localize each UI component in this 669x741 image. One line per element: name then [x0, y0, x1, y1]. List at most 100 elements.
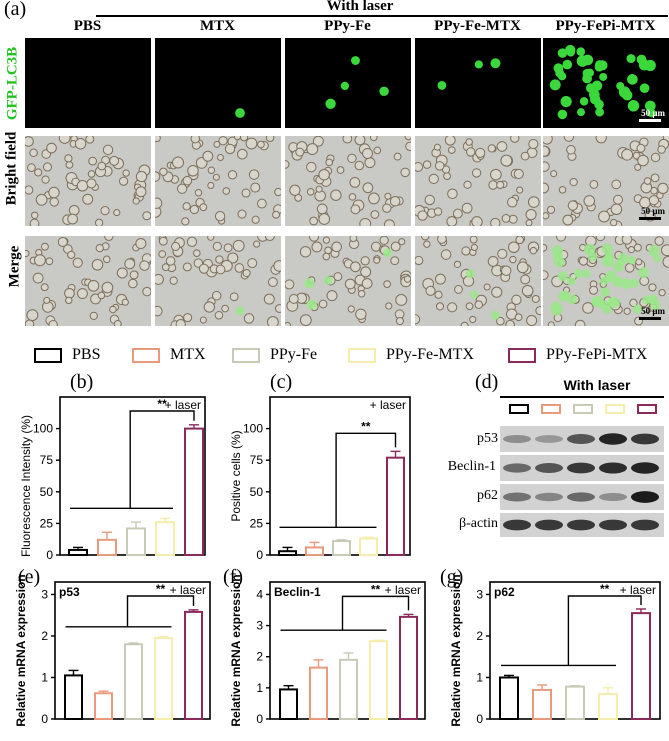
cell — [299, 314, 312, 326]
cell — [510, 136, 520, 143]
cell — [390, 256, 400, 266]
cell — [161, 263, 170, 272]
cell — [516, 261, 529, 274]
micrograph-image — [549, 44, 656, 120]
cell — [273, 260, 281, 272]
cell — [285, 279, 295, 290]
gfp-cell — [465, 269, 475, 279]
cell — [33, 254, 46, 267]
cell — [118, 176, 129, 186]
cell — [194, 189, 203, 197]
cell — [289, 184, 301, 196]
bar-mtx — [532, 688, 552, 720]
gfp-cell — [582, 269, 591, 278]
cell — [248, 169, 260, 180]
laser-annotation: + laser — [620, 583, 656, 597]
blot-band — [535, 463, 563, 473]
y-axis-label: Relative mRNA expression — [14, 574, 28, 726]
scale-bar — [639, 317, 661, 320]
y-tick-label: 100 — [243, 422, 263, 436]
cell — [395, 316, 405, 326]
cell — [95, 243, 104, 253]
gfp-cell — [617, 253, 629, 265]
cell — [25, 249, 30, 258]
cell — [543, 182, 550, 194]
cell — [142, 286, 151, 297]
laser-annotation: + laser — [370, 398, 406, 412]
cell — [447, 146, 456, 154]
cell — [97, 161, 107, 171]
cell — [567, 200, 579, 211]
cell — [589, 285, 599, 295]
cell — [65, 160, 74, 169]
cell — [589, 179, 599, 189]
gfp-cell — [579, 97, 589, 106]
bar-ppy-fe-mtx — [598, 693, 618, 721]
cell — [454, 285, 463, 294]
cell — [496, 316, 505, 326]
cell — [349, 176, 361, 188]
cell — [169, 276, 178, 285]
gfp-cell — [605, 270, 617, 283]
bar-ppy-fepi-mtx — [631, 612, 651, 721]
legend-item-pbs: PBS — [34, 346, 100, 364]
blot-band — [503, 434, 531, 444]
scale-bar-label: 50 μm — [641, 206, 665, 216]
cell — [578, 256, 589, 266]
wb-label-beclin1: Beclin-1 — [447, 459, 496, 474]
gfp-cell — [306, 299, 317, 310]
cell — [654, 236, 664, 246]
micrograph-image — [155, 236, 281, 326]
chart-p62-mrna: 0 1 2 3 Relative mRNA expression ** + laser p62 — [430, 572, 669, 736]
cell — [433, 143, 441, 151]
cell — [373, 256, 381, 264]
panel-c-label: (c) — [270, 371, 293, 393]
scale-bar-label: 50 μm — [641, 306, 665, 316]
cell — [385, 302, 393, 310]
blot-band — [599, 462, 627, 474]
cell — [415, 314, 421, 325]
cell — [491, 286, 503, 298]
bar-ppy-fe-mtx — [369, 640, 388, 720]
cell — [609, 218, 618, 226]
cell — [182, 262, 192, 272]
blot-band — [599, 519, 627, 531]
cell — [543, 136, 553, 145]
wb-lane-marker-ppy-fepi-mtx — [637, 404, 657, 414]
cell — [349, 236, 358, 243]
blot-band — [535, 435, 563, 443]
blot-band — [631, 519, 659, 531]
cell — [546, 205, 556, 214]
gfp-cell — [557, 109, 568, 120]
gfp-cell — [599, 300, 610, 311]
gfp-cell — [490, 58, 501, 69]
micrograph-image — [543, 136, 669, 226]
cell — [465, 138, 473, 146]
cell — [425, 285, 436, 296]
micrograph-merge-ppy-fepi-mtx: 50 μm — [543, 236, 669, 326]
gfp-cell — [549, 79, 561, 91]
cell — [199, 316, 207, 324]
scale-bar — [639, 217, 661, 220]
cell — [529, 246, 538, 255]
cell — [531, 294, 540, 303]
cell — [77, 288, 88, 300]
cell — [102, 144, 114, 156]
cell — [471, 168, 482, 178]
chart-svg: 0 1 2 3 4 Relative mRNA expression ** + laser Be… — [229, 574, 426, 727]
cell — [227, 252, 239, 264]
legend-swatch-pbs — [34, 347, 62, 363]
cell — [623, 307, 631, 315]
cell — [629, 298, 638, 307]
cell — [308, 236, 320, 242]
cell — [415, 162, 424, 172]
cell — [496, 180, 505, 190]
cell — [27, 163, 36, 173]
cell — [132, 197, 140, 205]
cell — [57, 236, 68, 247]
cell — [165, 256, 176, 266]
cell — [187, 164, 199, 177]
cell — [229, 292, 239, 302]
cell — [48, 186, 60, 199]
